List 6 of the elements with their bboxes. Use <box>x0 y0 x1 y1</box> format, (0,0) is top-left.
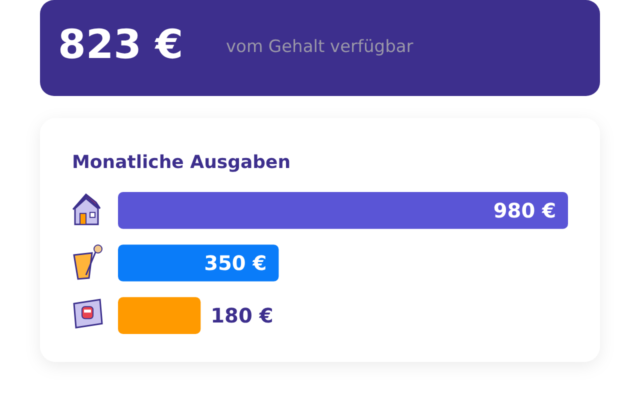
data-label: 180 € <box>210 304 274 328</box>
data-label: 350 € <box>204 251 267 275</box>
chart-title: Monatliche Ausgaben <box>72 152 291 173</box>
data-label: 980 € <box>493 198 556 222</box>
text: vom Gehalt verfügbar <box>226 37 414 57</box>
text: 823 € <box>58 22 184 68</box>
